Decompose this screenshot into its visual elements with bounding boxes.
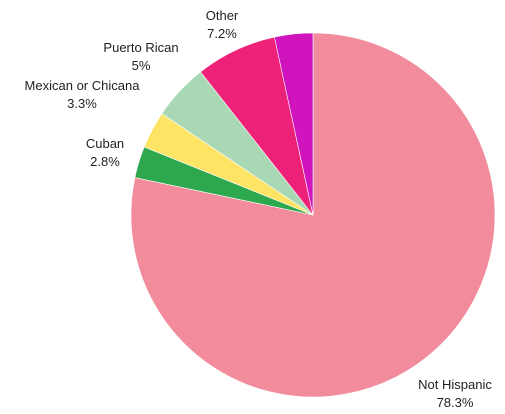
slice-value-other: 7.2% — [207, 26, 237, 41]
slice-label-mexican-or-chicana: Mexican or Chicana — [25, 78, 141, 93]
slice-value-puerto-rican: 5% — [132, 58, 151, 73]
slice-value-not-hispanic: 78.3% — [437, 395, 474, 410]
slice-label-not-hispanic: Not Hispanic — [418, 377, 492, 392]
pie-slice-unlabeled — [274, 32, 314, 216]
slice-label-cuban: Cuban — [86, 136, 124, 151]
slice-label-puerto-rican: Puerto Rican — [103, 40, 178, 55]
slice-label-other: Other — [206, 8, 239, 23]
slice-value-mexican-or-chicana: 3.3% — [67, 96, 97, 111]
slice-value-cuban: 2.8% — [90, 154, 120, 169]
